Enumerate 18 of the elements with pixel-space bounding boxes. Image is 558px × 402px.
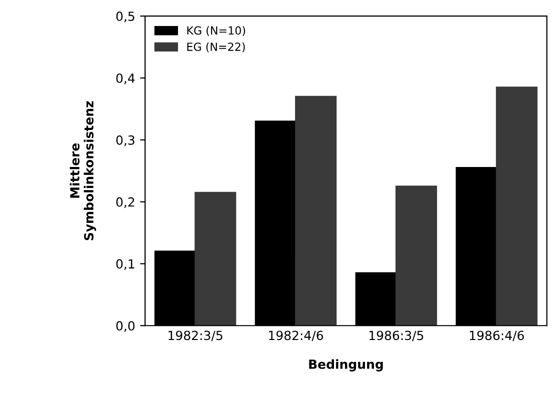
legend-label: KG (N=10) [187,26,246,36]
x-axis-title: Bedingung [309,359,383,372]
y-tick-label: 0,1 [116,259,134,270]
y-axis-title: Mittlere Symbolinkonsistenz [70,101,96,240]
bar [395,186,438,326]
y-tick-label: 0,0 [116,321,135,332]
y-tick-label: 0,3 [116,135,134,146]
x-tick-label: 1986:4/6 [470,330,524,342]
y-tick-label: 0,5 [116,12,134,22]
x-tick-label: 1982:4/6 [269,330,324,342]
x-tick-label: 1982:3/5 [168,330,222,342]
y-tick-label: 0,2 [116,197,134,208]
legend-label: EG (N=22) [187,42,245,52]
bar [496,86,538,326]
bar [295,96,337,326]
x-tick-label: 1986:3/5 [369,330,424,342]
bar [194,192,236,326]
y-tick-label: 0,4 [116,73,135,84]
